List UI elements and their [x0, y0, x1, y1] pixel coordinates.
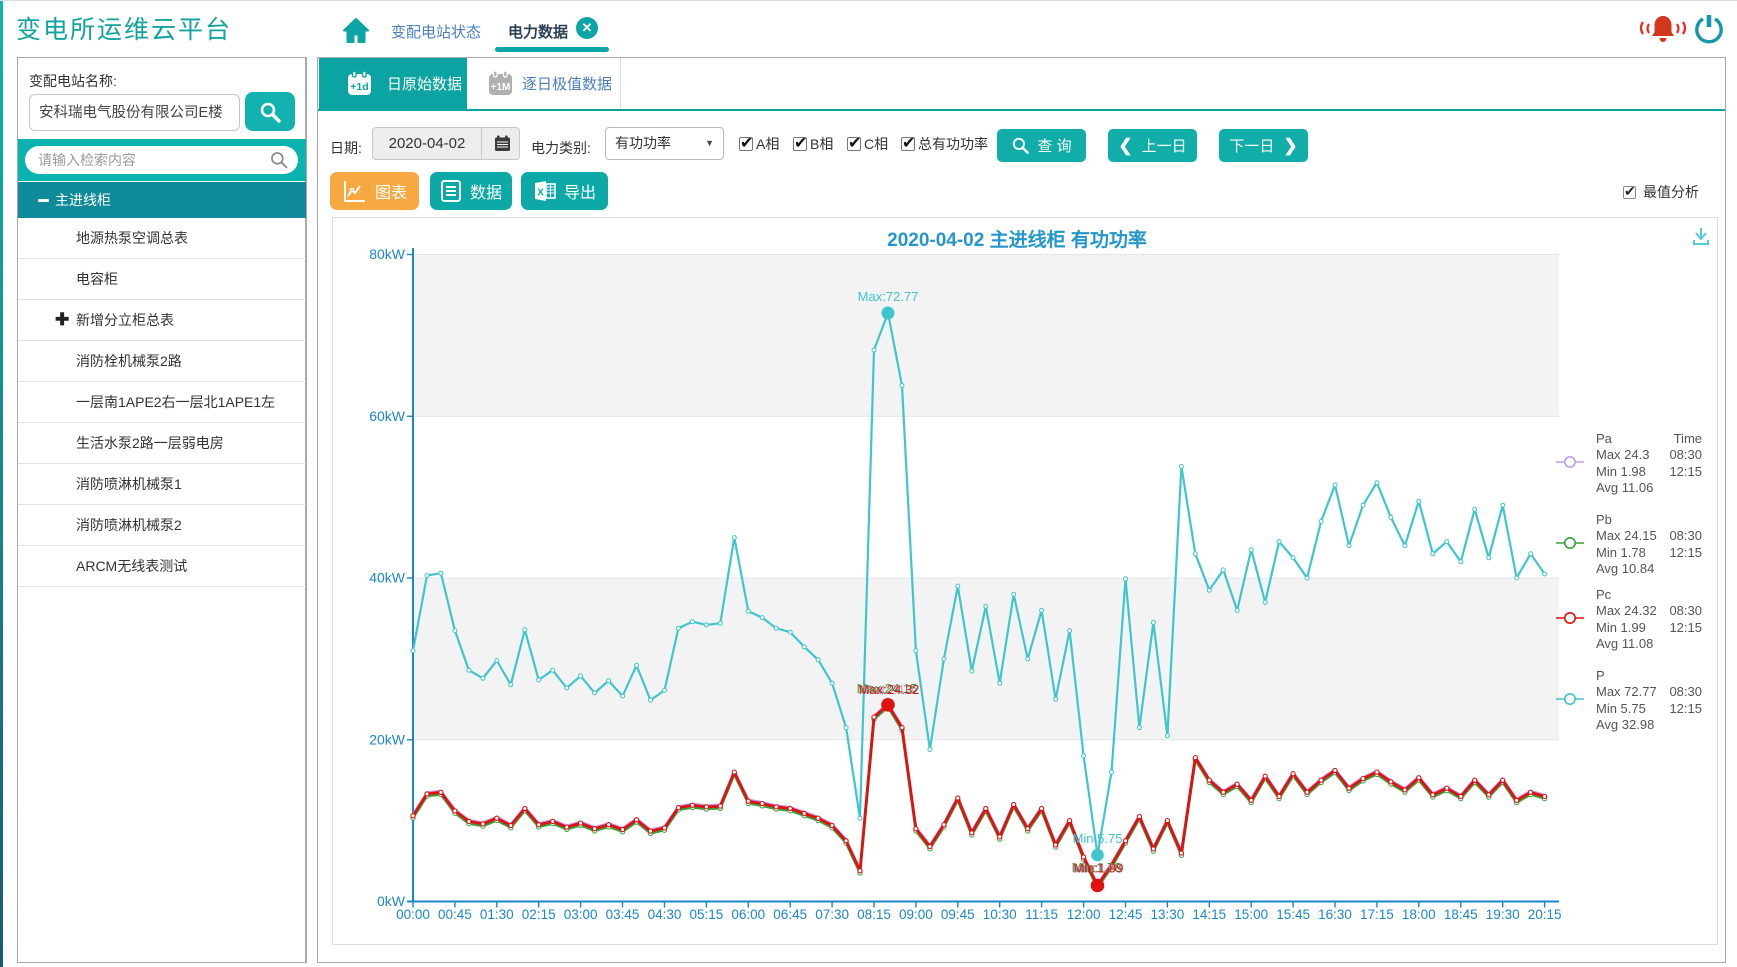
svg-text:20kW: 20kW — [369, 731, 406, 747]
svg-text:10:30: 10:30 — [983, 907, 1017, 922]
svg-text:13:30: 13:30 — [1151, 907, 1185, 922]
svg-text:X: X — [537, 188, 544, 199]
svg-text:80kW: 80kW — [369, 246, 406, 262]
svg-text:09:45: 09:45 — [941, 907, 975, 922]
svg-text:Min:1.99: Min:1.99 — [1074, 861, 1124, 876]
svg-text:07:30: 07:30 — [815, 907, 849, 922]
svg-text:12:45: 12:45 — [1109, 907, 1143, 922]
svg-text:Max:24.15: Max:24.15 — [857, 681, 918, 696]
svg-text:2020-04-02 主进线柜 有功功率: 2020-04-02 主进线柜 有功功率 — [887, 228, 1147, 251]
svg-text:06:45: 06:45 — [773, 907, 807, 922]
svg-text:Min:1.98: Min:1.98 — [1073, 861, 1123, 876]
svg-text:12:00: 12:00 — [1067, 907, 1101, 922]
svg-text:Max:24.3: Max:24.3 — [861, 682, 914, 697]
svg-text:01:30: 01:30 — [480, 907, 514, 922]
svg-text:17:15: 17:15 — [1360, 907, 1394, 922]
svg-text:09:00: 09:00 — [899, 907, 933, 922]
svg-text:04:30: 04:30 — [648, 907, 682, 922]
svg-text:16:30: 16:30 — [1318, 907, 1352, 922]
svg-text:19:30: 19:30 — [1486, 907, 1520, 922]
svg-text:Min:5.75: Min:5.75 — [1073, 831, 1123, 846]
svg-text:11:15: 11:15 — [1025, 907, 1058, 922]
svg-text:03:45: 03:45 — [606, 907, 640, 922]
svg-text:05:15: 05:15 — [690, 907, 724, 922]
svg-text:+1d: +1d — [350, 81, 368, 93]
svg-text:00:00: 00:00 — [396, 907, 430, 922]
svg-text:02:15: 02:15 — [522, 907, 556, 922]
svg-text:15:00: 15:00 — [1234, 907, 1268, 922]
svg-text:00:45: 00:45 — [438, 907, 472, 922]
svg-text:Min:1.78: Min:1.78 — [1072, 860, 1122, 875]
svg-text:03:00: 03:00 — [564, 907, 598, 922]
svg-text:40kW: 40kW — [369, 570, 406, 586]
svg-text:Max:72.77: Max:72.77 — [858, 289, 919, 304]
svg-text:Max:24.32: Max:24.32 — [859, 682, 920, 697]
svg-text:14:15: 14:15 — [1192, 907, 1226, 922]
svg-text:18:45: 18:45 — [1444, 907, 1478, 922]
svg-text:60kW: 60kW — [369, 408, 406, 424]
svg-text:08:15: 08:15 — [857, 907, 891, 922]
svg-text:18:00: 18:00 — [1402, 907, 1436, 922]
svg-text:06:00: 06:00 — [731, 907, 765, 922]
svg-text:+1M: +1M — [491, 82, 511, 93]
svg-text:15:45: 15:45 — [1276, 907, 1310, 922]
svg-text:0kW: 0kW — [377, 893, 406, 909]
svg-text:20:15: 20:15 — [1528, 907, 1562, 922]
